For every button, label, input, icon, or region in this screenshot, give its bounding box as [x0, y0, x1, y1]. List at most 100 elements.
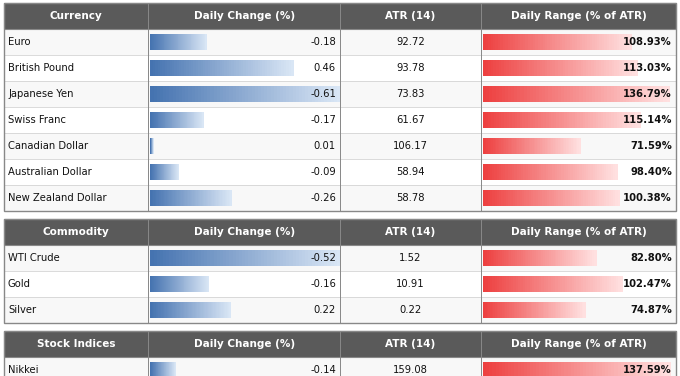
Bar	[152, 276, 153, 292]
Bar	[182, 112, 183, 128]
Bar	[538, 190, 541, 206]
Bar	[163, 112, 164, 128]
Bar	[260, 60, 263, 76]
Bar	[201, 86, 205, 102]
Bar	[509, 60, 512, 76]
Bar	[185, 250, 189, 266]
Bar	[575, 60, 579, 76]
Bar	[164, 302, 166, 318]
Bar	[513, 34, 516, 50]
Bar	[258, 250, 262, 266]
Bar	[587, 250, 589, 266]
Bar	[601, 86, 605, 102]
Bar	[177, 34, 179, 50]
Bar	[4, 185, 676, 211]
Bar	[555, 164, 558, 180]
Bar	[574, 138, 577, 154]
Bar	[585, 250, 587, 266]
Text: -0.17: -0.17	[310, 115, 336, 125]
Bar	[290, 250, 293, 266]
Bar	[599, 362, 602, 376]
Bar	[500, 302, 503, 318]
Bar	[579, 276, 581, 292]
Bar	[540, 60, 543, 76]
Bar	[157, 164, 158, 180]
Bar	[503, 34, 506, 50]
Bar	[636, 362, 640, 376]
Bar	[184, 302, 186, 318]
Bar	[501, 112, 505, 128]
Text: 92.72: 92.72	[396, 37, 425, 47]
Bar	[248, 86, 252, 102]
Bar	[534, 164, 537, 180]
Bar	[617, 190, 620, 206]
Bar	[570, 190, 573, 206]
Bar	[524, 302, 526, 318]
Bar	[194, 276, 196, 292]
Bar	[192, 34, 193, 50]
Bar	[502, 276, 505, 292]
Bar	[551, 138, 554, 154]
Bar	[533, 86, 537, 102]
Bar	[549, 302, 551, 318]
Bar	[508, 164, 511, 180]
Bar	[4, 357, 676, 376]
Bar	[491, 250, 493, 266]
Bar	[546, 302, 548, 318]
Bar	[583, 302, 585, 318]
Bar	[179, 112, 180, 128]
Bar	[188, 302, 190, 318]
Bar	[180, 276, 181, 292]
Bar	[150, 60, 154, 76]
Bar	[218, 190, 220, 206]
Text: Commodity: Commodity	[43, 227, 109, 237]
Bar	[581, 276, 583, 292]
Bar	[203, 34, 204, 50]
Bar	[566, 138, 568, 154]
Bar	[172, 190, 174, 206]
Bar	[543, 164, 546, 180]
Bar	[512, 112, 515, 128]
Bar	[583, 60, 586, 76]
Text: 102.47%: 102.47%	[623, 279, 672, 289]
Bar	[169, 34, 171, 50]
Bar	[162, 164, 163, 180]
Bar	[520, 138, 523, 154]
Bar	[564, 138, 566, 154]
Bar	[171, 112, 172, 128]
Bar	[509, 250, 512, 266]
Bar	[554, 190, 557, 206]
Bar	[560, 34, 563, 50]
Bar	[508, 362, 512, 376]
Bar	[242, 86, 245, 102]
Bar	[171, 164, 173, 180]
Bar	[207, 276, 208, 292]
Bar	[223, 86, 227, 102]
Bar	[646, 362, 649, 376]
Bar	[255, 86, 258, 102]
Bar	[523, 250, 525, 266]
Bar	[602, 34, 605, 50]
Bar	[494, 60, 496, 76]
Bar	[169, 190, 171, 206]
Bar	[173, 362, 175, 376]
Bar	[162, 276, 164, 292]
Bar	[195, 276, 197, 292]
Bar	[571, 362, 575, 376]
Bar	[545, 60, 548, 76]
Bar	[491, 112, 494, 128]
Bar	[203, 302, 205, 318]
Bar	[168, 362, 169, 376]
Bar	[539, 302, 541, 318]
Bar	[273, 250, 277, 266]
Bar	[199, 112, 201, 128]
Bar	[507, 138, 509, 154]
Bar	[271, 86, 274, 102]
Bar	[580, 362, 583, 376]
Bar	[184, 34, 186, 50]
Bar	[4, 219, 676, 245]
Text: Daily Change (%): Daily Change (%)	[194, 339, 295, 349]
Bar	[537, 164, 539, 180]
Bar	[193, 302, 195, 318]
Bar	[290, 86, 293, 102]
